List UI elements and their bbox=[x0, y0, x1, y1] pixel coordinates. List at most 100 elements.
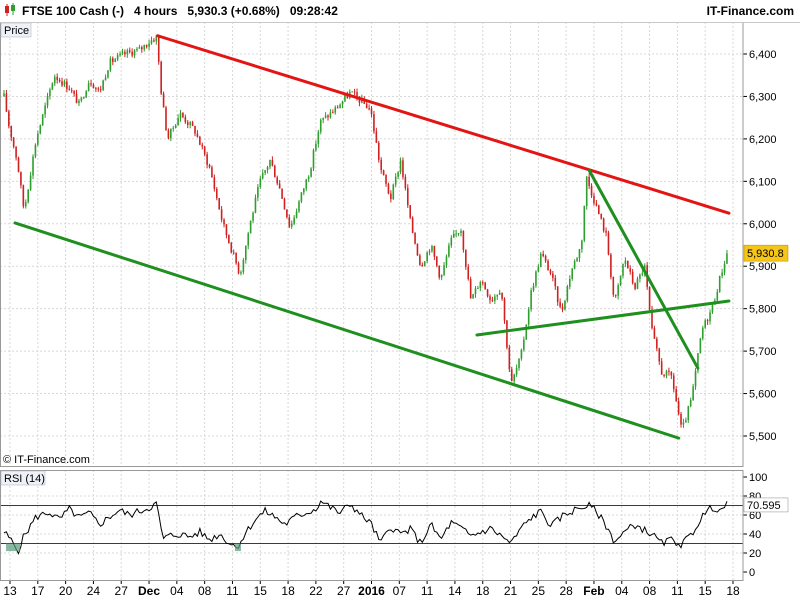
price-tick-label: 6,000 bbox=[749, 219, 777, 231]
bull-candle-body bbox=[51, 83, 54, 90]
bear-candle-body bbox=[90, 83, 92, 85]
bear-candle-body bbox=[561, 306, 564, 310]
rsi-tick-label: 60 bbox=[749, 510, 761, 522]
bull-candle-body bbox=[242, 259, 245, 273]
bear-candle-body bbox=[377, 142, 380, 160]
bear-candle-body bbox=[406, 188, 409, 206]
bull-candle-body bbox=[687, 406, 690, 421]
bull-candle-body bbox=[423, 261, 426, 267]
bull-candle-body bbox=[254, 197, 257, 213]
bear-candle-body bbox=[402, 160, 404, 177]
bear-candle-body bbox=[182, 112, 184, 118]
rsi-line bbox=[3, 500, 728, 555]
bear-candle-body bbox=[489, 296, 491, 301]
bear-candle-body bbox=[508, 347, 511, 370]
price-axis: 6,400 6,300 6,200 6,100 6,000 5,900 5,800 5,700… bbox=[743, 49, 789, 443]
bear-candle-body bbox=[559, 302, 561, 307]
bear-candle-body bbox=[165, 107, 167, 131]
bear-candle-body bbox=[5, 93, 8, 112]
date-tick-label: 04 bbox=[170, 584, 184, 598]
bear-candle-body bbox=[157, 35, 160, 62]
bull-candle-body bbox=[619, 275, 622, 286]
bull-candle-body bbox=[399, 160, 402, 173]
bull-candle-body bbox=[324, 115, 327, 118]
bull-candle-body bbox=[535, 271, 537, 286]
green-neckline[interactable] bbox=[475, 299, 731, 337]
bear-candle-body bbox=[278, 183, 281, 189]
date-tick-label: 15 bbox=[699, 584, 713, 598]
bull-candle-body bbox=[63, 81, 66, 86]
bull-candle-body bbox=[244, 245, 247, 260]
bear-candle-body bbox=[503, 298, 506, 321]
bull-candle-body bbox=[339, 104, 341, 109]
bull-candle-body bbox=[532, 285, 535, 291]
brand-name[interactable]: IT-Finance.com bbox=[706, 4, 794, 18]
bull-candle-body bbox=[116, 55, 119, 60]
bear-candle-body bbox=[501, 292, 503, 299]
bear-candle-body bbox=[598, 205, 600, 215]
date-tick-label: 04 bbox=[615, 584, 629, 598]
bull-candle-body bbox=[704, 320, 706, 328]
red-resistance-line[interactable] bbox=[156, 34, 731, 215]
bear-candle-body bbox=[677, 401, 680, 414]
bear-candle-body bbox=[332, 112, 334, 114]
last-price-tag bbox=[743, 244, 789, 262]
bear-candle-body bbox=[220, 209, 223, 220]
price-tick-label: 5,600 bbox=[749, 389, 777, 401]
bear-candle-body bbox=[462, 230, 465, 250]
bear-candle-body bbox=[223, 219, 225, 225]
bear-candle-body bbox=[356, 92, 358, 97]
bear-candle-body bbox=[547, 260, 549, 271]
bull-candle-body bbox=[494, 296, 496, 301]
bull-candle-body bbox=[295, 211, 298, 218]
bull-candle-body bbox=[457, 233, 460, 235]
bear-candle-body bbox=[145, 44, 148, 47]
price-panel-label: Price bbox=[4, 25, 29, 37]
bull-candle-body bbox=[32, 156, 34, 176]
date-tick-label: 18 bbox=[476, 584, 490, 598]
green-lower-channel-line[interactable] bbox=[13, 221, 681, 440]
date-tick-label: 20 bbox=[59, 584, 73, 598]
trendlines[interactable] bbox=[13, 34, 731, 440]
rsi-value-label: 70.595 bbox=[747, 500, 781, 512]
watermark-label: © IT-Finance.com bbox=[3, 454, 90, 466]
bear-candle-body bbox=[12, 137, 15, 147]
bear-candle-body bbox=[70, 90, 73, 92]
bear-candle-body bbox=[404, 176, 407, 189]
bull-candle-body bbox=[498, 292, 501, 295]
bull-candle-body bbox=[341, 101, 344, 105]
bear-candle-body bbox=[387, 183, 390, 194]
bull-candle-body bbox=[443, 265, 445, 275]
bull-candle-body bbox=[39, 125, 42, 134]
bull-candle-body bbox=[576, 258, 578, 262]
bull-candle-body bbox=[622, 263, 624, 276]
bear-candle-body bbox=[201, 144, 204, 147]
bull-candle-body bbox=[718, 275, 721, 292]
bull-candle-body bbox=[312, 150, 315, 169]
bull-candle-body bbox=[537, 267, 540, 272]
bull-candle-body bbox=[240, 272, 242, 274]
bear-candle-body bbox=[660, 361, 663, 375]
bull-candle-body bbox=[133, 50, 136, 56]
bear-candle-body bbox=[336, 107, 339, 109]
bull-candle-body bbox=[624, 260, 627, 264]
rsi-tick-label: 40 bbox=[749, 529, 761, 541]
bull-candle-body bbox=[568, 278, 571, 287]
bear-candle-body bbox=[20, 172, 22, 186]
green-steep-line[interactable] bbox=[587, 169, 700, 370]
bull-candle-body bbox=[114, 59, 117, 62]
bear-candle-body bbox=[419, 255, 421, 265]
bull-candle-body bbox=[179, 112, 182, 119]
bear-candle-body bbox=[409, 205, 412, 218]
bear-candle-body bbox=[491, 300, 494, 302]
bull-candle-body bbox=[290, 223, 293, 227]
bear-candle-body bbox=[271, 160, 274, 166]
bull-candle-body bbox=[307, 176, 310, 180]
date-tick-label: 2016 bbox=[358, 584, 385, 598]
bear-candle-body bbox=[542, 253, 544, 256]
bull-candle-body bbox=[711, 304, 714, 313]
date-tick-label: 25 bbox=[532, 584, 546, 598]
bull-candle-body bbox=[49, 89, 51, 96]
bull-candle-body bbox=[334, 107, 337, 113]
bear-candle-body bbox=[141, 47, 143, 50]
